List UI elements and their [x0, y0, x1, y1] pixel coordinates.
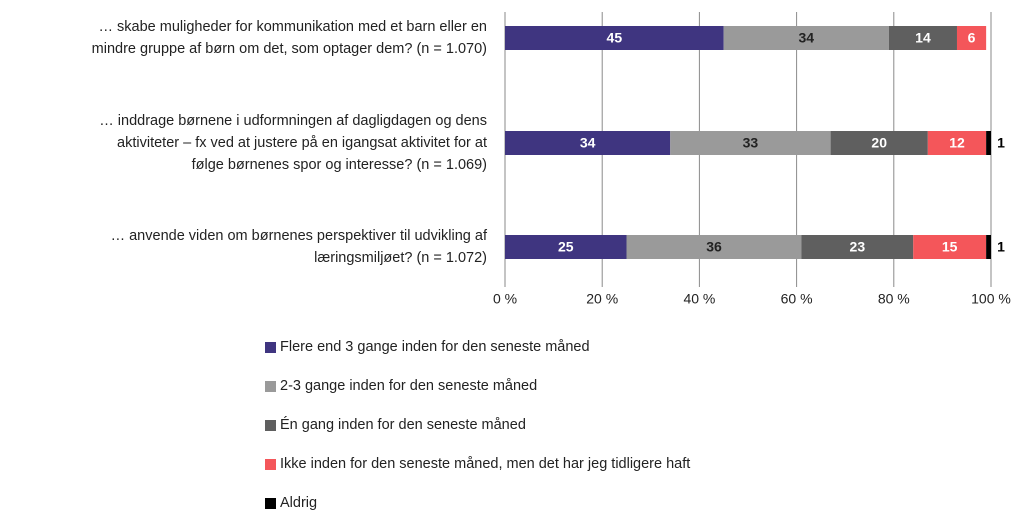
bar-segment	[986, 235, 991, 259]
x-tick-label: 0 %	[493, 291, 517, 307]
bar-segment	[913, 235, 987, 259]
legend-label: Ikke inden for den seneste måned, men de…	[280, 456, 691, 472]
value-label: 12	[949, 135, 965, 151]
bar-segment	[505, 131, 671, 155]
value-label: 1	[997, 239, 1005, 255]
value-label: 1	[997, 135, 1005, 151]
legend-item: Én gang inden for den seneste måned	[265, 417, 526, 433]
value-label: 15	[942, 239, 958, 255]
value-label: 34	[799, 30, 815, 46]
legend-swatch	[265, 497, 276, 509]
category-label: … inddrage børnene i udformningen af dag…	[99, 113, 487, 173]
x-tick-label: 80 %	[878, 291, 910, 307]
bar-segment	[956, 26, 987, 50]
bar-segment	[888, 26, 957, 50]
x-tick-label: 40 %	[683, 291, 715, 307]
x-tick-label: 20 %	[586, 291, 618, 307]
value-label: 36	[706, 239, 722, 255]
bar-segment	[927, 131, 987, 155]
category-label: … skabe muligheder for kommunikation med…	[91, 19, 487, 57]
legend-swatch	[265, 341, 276, 353]
legend-item: 2-3 gange inden for den seneste måned	[265, 378, 537, 394]
x-tick-label: 60 %	[781, 291, 813, 307]
legend-label: Aldrig	[280, 495, 318, 511]
category-label: … anvende viden om børnenes perspektiver…	[110, 228, 487, 266]
bar-segment	[986, 131, 991, 155]
bar-segment	[505, 235, 627, 259]
value-label: 14	[915, 30, 931, 46]
value-label: 45	[607, 30, 623, 46]
legend-swatch	[265, 458, 276, 470]
bar-segment	[830, 131, 928, 155]
legend-label: Flere end 3 gange inden for den seneste …	[280, 339, 590, 355]
value-label: 34	[580, 135, 596, 151]
legend-label: 2-3 gange inden for den seneste måned	[280, 378, 538, 394]
x-tick-label: 100 %	[971, 291, 1011, 307]
value-label: 23	[850, 239, 866, 255]
legend-item: Aldrig	[265, 495, 317, 511]
legend-item: Ikke inden for den seneste måned, men de…	[265, 456, 690, 472]
legend-swatch	[265, 380, 276, 392]
legend-swatch	[265, 419, 276, 431]
value-label: 20	[871, 135, 887, 151]
value-label: 25	[558, 239, 574, 255]
bar-segment	[670, 131, 831, 155]
bar-segment	[626, 235, 802, 259]
bar-segment	[505, 26, 724, 50]
value-label: 6	[968, 30, 976, 46]
bar-segment	[801, 235, 914, 259]
value-label: 33	[743, 135, 759, 151]
legend-label: Én gang inden for den seneste måned	[280, 417, 526, 433]
legend-item: Flere end 3 gange inden for den seneste …	[265, 339, 590, 355]
bar-segment	[723, 26, 889, 50]
